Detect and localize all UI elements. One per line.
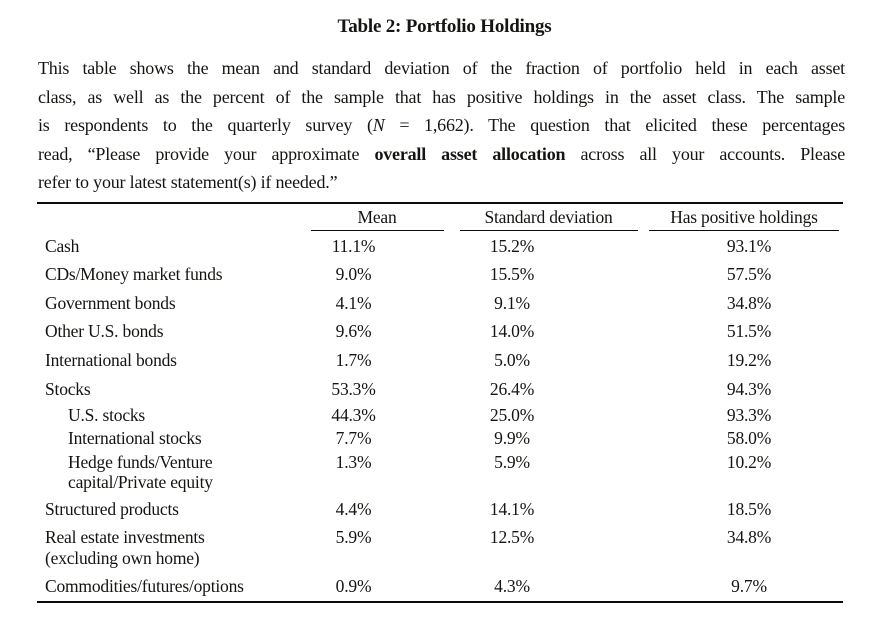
column-header-underline: Has positive holdings bbox=[649, 205, 839, 231]
mean-value: 44.3% bbox=[331, 404, 376, 425]
description-text-run: This table shows the mean and standard d… bbox=[38, 58, 845, 78]
description-text-run: class, as well as the percent of the sam… bbox=[38, 86, 845, 107]
table-row-cds-money-market-funds: CDs/Money market funds 9.0% 15.5% 57.5% bbox=[37, 260, 843, 289]
column-header-standard-deviation: Standard deviation bbox=[452, 203, 645, 231]
positive-holdings-value: 93.3% bbox=[726, 404, 772, 425]
description-text-run: across all your accounts. Please bbox=[565, 143, 846, 164]
table-title: Table 2: Portfolio Holdings bbox=[337, 16, 552, 37]
positive-holdings-value: 34.8% bbox=[726, 527, 772, 548]
sd-value: 15.5% bbox=[489, 264, 535, 285]
sd-value: 9.9% bbox=[494, 428, 530, 449]
sd-value: 5.9% bbox=[494, 451, 530, 472]
portfolio-holdings-table: Mean Standard deviation Has positive holdi… bbox=[37, 201, 843, 603]
description-italic-run: N bbox=[372, 115, 385, 136]
row-label: Commodities/futures/options bbox=[45, 576, 244, 597]
row-label: Stocks bbox=[45, 378, 91, 399]
mean-value: 9.0% bbox=[335, 264, 372, 285]
sd-value: 14.0% bbox=[489, 321, 535, 342]
table-row-stocks: Stocks 53.3% 26.4% 94.3% bbox=[37, 375, 843, 404]
mean-value: 7.7% bbox=[335, 428, 372, 449]
table-row-cash: Cash 11.1% 15.2% 93.1% bbox=[37, 231, 843, 261]
row-label: Government bonds bbox=[45, 292, 176, 313]
positive-holdings-value: 18.5% bbox=[726, 498, 772, 519]
row-label: Other U.S. bonds bbox=[45, 321, 164, 342]
table-row-real-estate-investments: Real estate investments (excluding own ho… bbox=[37, 523, 843, 572]
row-label: U.S. stocks bbox=[68, 404, 146, 425]
description-text-run: is respondents to the quarterly survey ( bbox=[38, 115, 373, 136]
table-row-other-u-s-bonds: Other U.S. bonds 9.6% 14.0% 51.5% bbox=[37, 317, 843, 346]
table-header: Mean Standard deviation Has positive holdi… bbox=[37, 203, 843, 231]
row-label: International bonds bbox=[45, 349, 177, 370]
table-row-government-bonds: Government bonds 4.1% 9.1% 34.8% bbox=[37, 289, 843, 318]
mean-value: 5.9% bbox=[335, 527, 372, 548]
description-text-run: refer to your latest statement(s) if nee… bbox=[38, 172, 338, 193]
mean-value: 9.6% bbox=[335, 321, 372, 342]
table-row-international-stocks: International stocks 7.7% 9.9% 58.0% bbox=[37, 427, 843, 451]
table-row-international-bonds: International bonds 1.7% 5.0% 19.2% bbox=[37, 346, 843, 375]
sd-value: 12.5% bbox=[489, 527, 535, 548]
row-label: Hedge funds/Venture capital/Private equit… bbox=[68, 451, 213, 493]
description-line: This table shows the mean and standard d… bbox=[38, 54, 845, 83]
sd-value: 15.2% bbox=[489, 235, 535, 256]
sd-value: 25.0% bbox=[489, 404, 535, 425]
positive-holdings-value: 34.8% bbox=[726, 292, 772, 313]
mean-value: 1.3% bbox=[335, 451, 372, 472]
row-label: Real estate investments (excluding own ho… bbox=[45, 527, 205, 568]
positive-holdings-value: 94.3% bbox=[726, 378, 772, 399]
positive-holdings-value: 57.5% bbox=[726, 264, 772, 285]
mean-value: 11.1% bbox=[331, 235, 376, 256]
row-label: Structured products bbox=[45, 498, 179, 519]
positive-holdings-value: 93.1% bbox=[726, 235, 772, 256]
positive-holdings-value: 9.7% bbox=[731, 576, 767, 597]
table-description: This table shows the mean and standard d… bbox=[38, 54, 845, 197]
table-row-structured-products: Structured products 4.4% 14.1% 18.5% bbox=[37, 495, 843, 524]
column-header-mean: Mean bbox=[302, 203, 452, 231]
row-label: CDs/Money market funds bbox=[45, 264, 223, 285]
description-line: read, “Please provide your approximate o… bbox=[38, 140, 845, 169]
sd-value: 5.0% bbox=[494, 349, 530, 370]
table-header-row: Mean Standard deviation Has positive holdi… bbox=[37, 203, 843, 231]
mean-value: 4.1% bbox=[335, 292, 372, 313]
description-line: class, as well as the percent of the sam… bbox=[38, 83, 845, 112]
column-header-empty bbox=[37, 203, 302, 231]
column-header-underline: Standard deviation bbox=[459, 205, 638, 231]
positive-holdings-value: 10.2% bbox=[726, 451, 772, 472]
sd-value: 26.4% bbox=[489, 378, 535, 399]
mean-value: 53.3% bbox=[331, 378, 376, 399]
table-row-hedge-funds-venture: Hedge funds/Venture capital/Private equit… bbox=[37, 450, 843, 494]
mean-value: 4.4% bbox=[335, 498, 372, 519]
description-text-run: read, “Please provide your approximate bbox=[38, 143, 375, 164]
description-line: refer to your latest statement(s) if nee… bbox=[38, 168, 845, 197]
row-label: Cash bbox=[45, 235, 80, 256]
column-header-has-positive-holdings: Has positive holdings bbox=[645, 203, 843, 231]
mean-value: 0.9% bbox=[335, 576, 372, 597]
description-line: is respondents to the quarterly survey (… bbox=[38, 111, 845, 140]
sd-value: 14.1% bbox=[489, 498, 535, 519]
sd-value: 9.1% bbox=[494, 292, 530, 313]
table-row-commodities-futures-options: Commodities/futures/options 0.9% 4.3% 9.7% bbox=[37, 572, 843, 602]
positive-holdings-value: 58.0% bbox=[726, 428, 772, 449]
positive-holdings-value: 19.2% bbox=[726, 349, 772, 370]
row-label: International stocks bbox=[68, 428, 202, 449]
table-body: Cash 11.1% 15.2% 93.1% CDs/Money market fund… bbox=[37, 231, 843, 602]
column-header-underline: Mean bbox=[310, 205, 444, 231]
table-row-u-s-stocks: U.S. stocks 44.3% 25.0% 93.3% bbox=[37, 403, 843, 427]
description-text-run: = 1,662). The question that elicited the… bbox=[384, 115, 845, 136]
mean-value: 1.7% bbox=[335, 349, 372, 370]
sd-value: 4.3% bbox=[494, 576, 530, 597]
description-bold-run: overall asset allocation bbox=[374, 143, 566, 164]
positive-holdings-value: 51.5% bbox=[726, 321, 772, 342]
